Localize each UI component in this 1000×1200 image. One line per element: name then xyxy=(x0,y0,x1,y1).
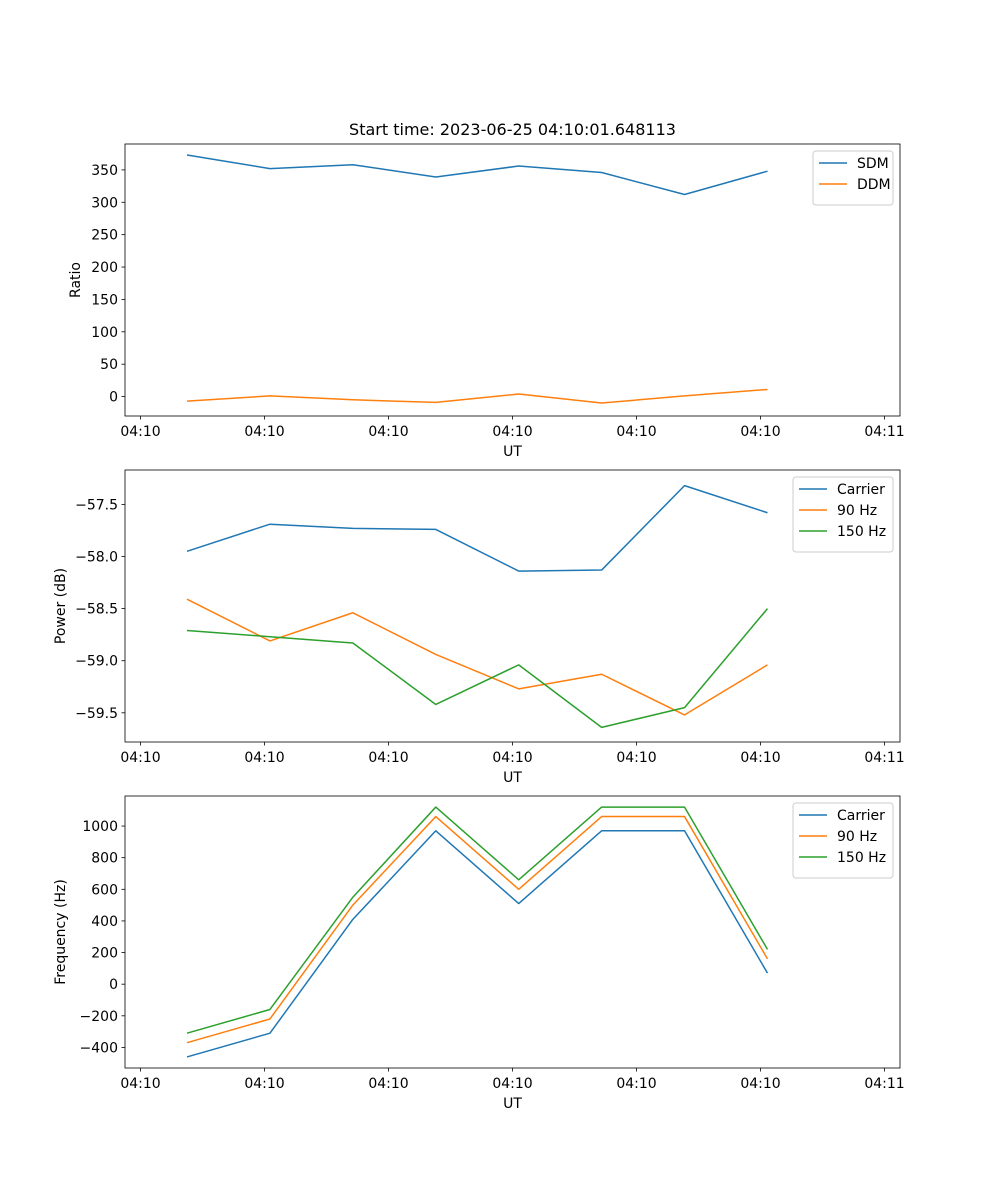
y-tick-label: 150 xyxy=(91,292,118,308)
x-tick-label: 04:10 xyxy=(244,750,284,766)
series-line-carrier xyxy=(186,484,768,572)
y-tick-label: −58.5 xyxy=(75,602,118,618)
series-line-90-hz xyxy=(186,598,768,716)
x-tick-label: 04:10 xyxy=(492,750,532,766)
x-tick-label: 04:10 xyxy=(616,750,656,766)
x-tick-label: 04:11 xyxy=(864,424,904,440)
series-line-carrier xyxy=(186,830,769,1058)
legend-label: Carrier xyxy=(837,482,885,498)
x-tick-label: 04:10 xyxy=(616,1076,656,1092)
y-tick-label: 400 xyxy=(91,914,118,930)
x-tick-label: 04:10 xyxy=(740,750,780,766)
series-line-ddm xyxy=(186,388,768,404)
chart-panel-1: 0 50 100 150 200 250 300 350 04:10 04:10 04:10 04:1… xyxy=(68,120,905,460)
y-tick-label: −400 xyxy=(80,1040,118,1056)
y-axis-label: Ratio xyxy=(68,262,84,298)
plot-frame xyxy=(124,469,901,743)
legend-label: 150 Hz xyxy=(837,850,886,866)
legend-label: 90 Hz xyxy=(837,503,877,519)
x-tick-label: 04:10 xyxy=(740,1076,780,1092)
y-tick-label: 350 xyxy=(91,163,118,179)
y-tick-label: −58.0 xyxy=(75,549,118,565)
legend-label: 150 Hz xyxy=(837,524,886,540)
x-axis-label: UT xyxy=(503,1096,522,1112)
x-tick-label: 04:10 xyxy=(492,1076,532,1092)
y-tick-label: 1000 xyxy=(82,819,118,835)
x-tick-label: 04:11 xyxy=(864,1076,904,1092)
chart-panel-3: −400 −200 0 200 400 600 800 1000 04:10 04:10 04:10… xyxy=(53,795,905,1112)
series-line-150-hz xyxy=(186,806,769,1034)
y-tick-label: −57.5 xyxy=(75,497,118,513)
x-axis-label: UT xyxy=(503,770,522,786)
x-tick-label: 04:11 xyxy=(864,750,904,766)
legend-label: 90 Hz xyxy=(837,829,877,845)
legend-box xyxy=(792,476,894,553)
x-tick-label: 04:10 xyxy=(120,1076,160,1092)
y-tick-label: −59.0 xyxy=(75,654,118,670)
y-tick-label: 600 xyxy=(91,882,118,898)
x-tick-label: 04:10 xyxy=(368,750,408,766)
x-tick-label: 04:10 xyxy=(616,424,656,440)
chart-title: Start time: 2023-06-25 04:10:01.648113 xyxy=(349,120,676,139)
legend-label: SDM xyxy=(857,156,889,172)
y-tick-label: 50 xyxy=(100,357,118,373)
x-tick-label: 04:10 xyxy=(244,1076,284,1092)
legend-label: Carrier xyxy=(837,808,885,824)
legend: SDM DDM xyxy=(812,150,894,206)
legend-box xyxy=(792,802,894,879)
y-tick-label: −59.5 xyxy=(75,706,118,722)
y-tick-label: 200 xyxy=(91,260,118,276)
plot-frame xyxy=(124,143,901,417)
legend-label: DDM xyxy=(857,177,891,193)
series-line-90-hz xyxy=(186,815,769,1044)
y-tick-label: 300 xyxy=(91,195,118,211)
x-tick-label: 04:10 xyxy=(368,1076,408,1092)
series-line-150-hz xyxy=(186,608,769,729)
x-tick-label: 04:10 xyxy=(368,424,408,440)
legend: Carrier 90 Hz 150 Hz xyxy=(792,476,894,553)
y-axis-label: Power (dB) xyxy=(53,568,69,644)
y-tick-label: 100 xyxy=(91,325,118,341)
x-axis-label: UT xyxy=(503,444,522,460)
y-tick-label: 800 xyxy=(91,851,118,867)
x-tick-label: 04:10 xyxy=(120,750,160,766)
x-tick-label: 04:10 xyxy=(120,424,160,440)
y-tick-label: 200 xyxy=(91,946,118,962)
y-tick-label: 0 xyxy=(109,390,118,406)
x-tick-label: 04:10 xyxy=(244,424,284,440)
x-tick-label: 04:10 xyxy=(740,424,780,440)
legend: Carrier 90 Hz 150 Hz xyxy=(792,802,894,879)
legend-box xyxy=(812,150,894,206)
y-tick-label: −200 xyxy=(80,1009,118,1025)
x-tick-label: 04:10 xyxy=(492,424,532,440)
y-axis-label: Frequency (Hz) xyxy=(53,879,69,985)
series-line-sdm xyxy=(186,154,768,196)
y-tick-label: 250 xyxy=(91,228,118,244)
y-tick-label: 0 xyxy=(109,977,118,993)
chart-panel-2: −59.5 −59.0 −58.5 −58.0 −57.5 04:10 04:10 04:10… xyxy=(53,469,905,786)
